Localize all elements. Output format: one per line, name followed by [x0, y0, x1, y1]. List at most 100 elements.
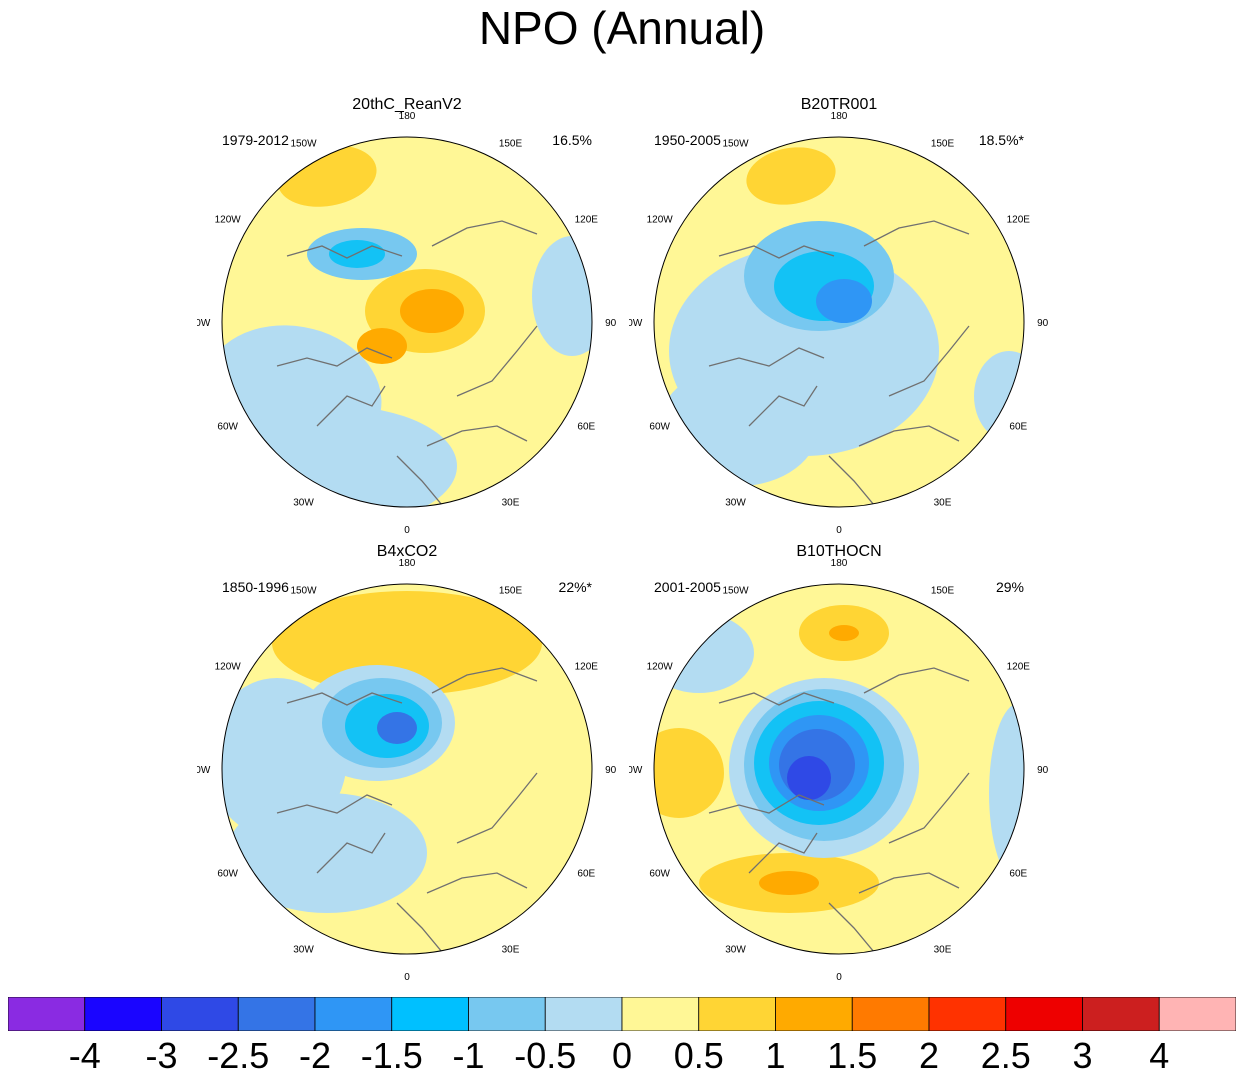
longitude-label: 120E [1007, 662, 1031, 673]
longitude-label: 150W [290, 139, 317, 150]
coastline [316, 385, 386, 427]
colorbar [8, 997, 1236, 1031]
longitude-label: 180 [831, 558, 848, 569]
colorbar-tick-label: -2 [298, 1035, 332, 1076]
coastline [863, 220, 970, 247]
figure-title: NPO (Annual) [478, 2, 766, 54]
longitude-label: 30E [934, 944, 952, 955]
panel-title: B20TR001 [800, 96, 878, 113]
contour-region [759, 871, 819, 895]
contour-region [532, 236, 592, 356]
longitude-label: 120E [575, 215, 599, 226]
colorbar-tick-label: -2.5 [207, 1035, 270, 1076]
panel-title: B10THOCN [796, 543, 882, 560]
coastline [828, 455, 880, 507]
coastline [888, 325, 970, 397]
colorbar-box [84, 997, 162, 1031]
contour-region [989, 703, 1024, 883]
panel-variance: 18.5%* [978, 132, 1024, 148]
longitude-label: 90W [197, 765, 211, 776]
contour-region [400, 289, 464, 333]
coastline [863, 667, 970, 694]
map-contours [222, 137, 592, 507]
panel-title: 20thC_ReanV2 [352, 96, 462, 113]
polar-map: 180 150E 120E 90E 60E 30E 0 30W 60W 90W 120W 150W [197, 111, 617, 536]
colorbar-tick-label: 2 [918, 1035, 940, 1076]
contour-region [787, 756, 831, 800]
coastline [748, 385, 818, 427]
longitude-label: 120W [647, 662, 674, 673]
longitude-label: 90E [605, 318, 617, 329]
longitude-label: 60W [649, 869, 670, 880]
longitude-label: 30W [725, 944, 746, 955]
coastline [276, 347, 393, 367]
longitude-label: 120W [215, 215, 242, 226]
colorbar-box [775, 997, 853, 1031]
longitude-label: 150W [290, 586, 317, 597]
colorbar-box [237, 997, 316, 1031]
longitude-label: 60E [1009, 869, 1027, 880]
colorbar-tick-label: 3 [1072, 1035, 1093, 1076]
longitude-label: 150E [499, 586, 523, 597]
polar-map: 180 150E 120E 90E 60E 30E 0 30W 60W 90W 120W 150W [197, 558, 617, 983]
longitude-label: 60W [217, 869, 238, 880]
colorbar-tick-label: -4 [68, 1035, 101, 1076]
colorbar-box [161, 997, 239, 1031]
coastline [426, 872, 528, 894]
contour-region [654, 613, 754, 693]
map-boundary [221, 583, 593, 955]
longitude-label: 150E [931, 586, 955, 597]
longitude-label: 0 [404, 525, 410, 536]
contour-region [272, 591, 542, 695]
contour-region [746, 147, 836, 205]
longitude-label: 0 [836, 972, 842, 983]
longitude-label: 0 [836, 525, 842, 536]
polar-map: 180 150E 120E 90E 60E 30E 0 30W 60W 90W 120W 150W [629, 111, 1049, 536]
polar-map: 180 150E 120E 90E 60E 30E 0 30W 60W 90W 120W 150W [629, 558, 1049, 983]
coastline [828, 902, 880, 954]
colorbar-box [698, 997, 776, 1031]
panel-variance: 22%* [558, 579, 592, 595]
colorbar-box [8, 997, 86, 1031]
longitude-label: 90E [1037, 765, 1049, 776]
map-boundary [653, 136, 1025, 508]
coastline [718, 692, 835, 706]
longitude-label: 150W [722, 139, 749, 150]
longitude-label: 0 [404, 972, 410, 983]
longitude-label: 150W [722, 586, 749, 597]
coastline [431, 667, 538, 694]
longitude-label: 180 [399, 558, 416, 569]
longitude-label: 120W [647, 215, 674, 226]
map-boundary [653, 583, 1025, 955]
panel-period: 1950-2005 [654, 132, 721, 148]
longitude-label: 90W [629, 765, 643, 776]
longitude-label: 60W [649, 422, 670, 433]
longitude-label: 30E [934, 497, 952, 508]
longitude-label: 150E [499, 139, 523, 150]
panel-period: 1850-1996 [222, 579, 289, 595]
colorbar-tick-label: -1 [452, 1035, 485, 1076]
panel-variance: 29% [995, 579, 1024, 595]
coastline [316, 832, 386, 874]
longitude-label: 60E [577, 869, 595, 880]
longitude-label: 30W [725, 497, 746, 508]
colorbar-tick-label: 1.5 [827, 1035, 878, 1076]
coastline [718, 245, 835, 259]
colorbar-box [468, 997, 546, 1031]
colorbar-tick-label: 0.5 [673, 1035, 724, 1076]
contour-region [654, 728, 724, 818]
map-contours [654, 584, 1024, 954]
coastline [396, 902, 448, 954]
contour-region [357, 328, 407, 364]
colorbar-tick-label: 0 [611, 1035, 633, 1076]
longitude-label: 150E [931, 139, 955, 150]
colorbar-tick-label: 2.5 [980, 1035, 1031, 1076]
longitude-label: 180 [399, 111, 416, 122]
contour-region [816, 279, 872, 323]
longitude-label: 30W [293, 497, 314, 508]
colorbar-tick-label: 1 [765, 1035, 786, 1076]
longitude-label: 60E [1009, 422, 1027, 433]
longitude-label: 90W [197, 318, 211, 329]
longitude-label: 90W [629, 318, 643, 329]
panel-period: 1979-2012 [222, 132, 289, 148]
